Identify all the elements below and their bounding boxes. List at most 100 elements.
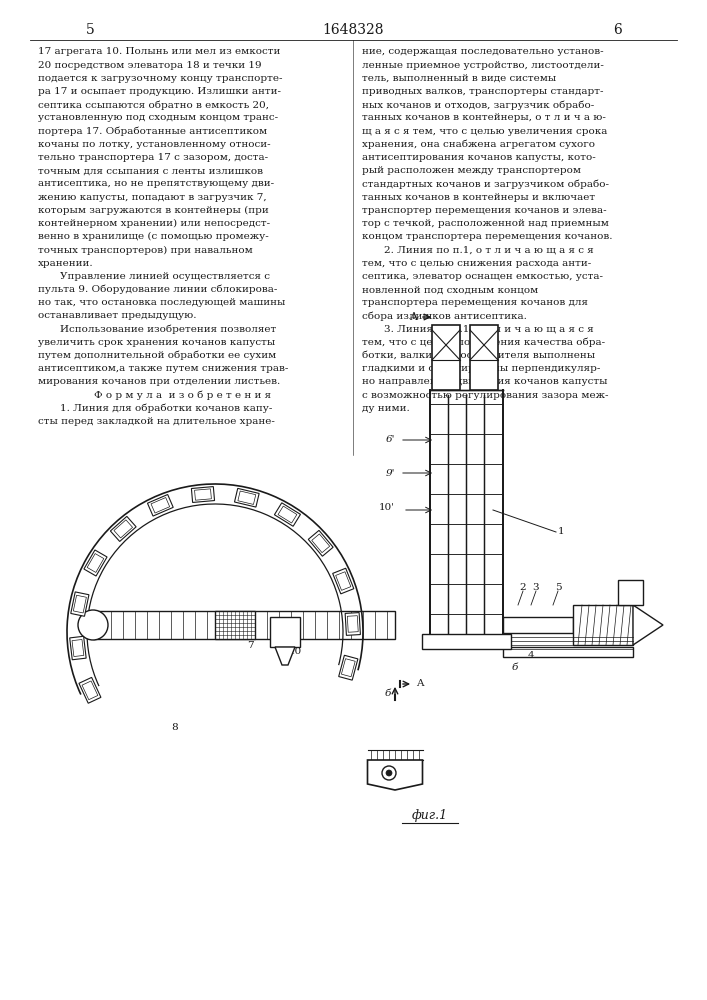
Text: рый расположен между транспортером: рый расположен между транспортером (362, 166, 581, 175)
Circle shape (382, 766, 396, 780)
Text: 6': 6' (385, 436, 395, 444)
Bar (87, 554, 104, 572)
Text: ных кочанов и отходов, загрузчик обрабо-: ных кочанов и отходов, загрузчик обрабо- (362, 100, 595, 110)
Text: Управление линией осуществляется с: Управление линией осуществляется с (60, 272, 270, 281)
Bar (618, 580, 643, 605)
Text: фиг.1: фиг.1 (412, 808, 448, 822)
Text: 10: 10 (288, 647, 302, 656)
Bar (341, 659, 355, 677)
Text: ду ними.: ду ними. (362, 404, 410, 413)
Bar (71, 592, 89, 616)
Text: ботки, валки листоотделителя выполнены: ботки, валки листоотделителя выполнены (362, 351, 595, 360)
Bar (278, 506, 297, 523)
Text: которым загружаются в контейнеры (при: которым загружаются в контейнеры (при (38, 206, 269, 215)
Text: 5: 5 (86, 23, 94, 37)
Bar (312, 534, 329, 553)
Text: A: A (409, 312, 417, 322)
Bar (573, 605, 633, 645)
Text: точных транспортеров) при навальном: точных транспортеров) при навальном (38, 245, 252, 255)
Bar (194, 489, 211, 500)
Bar (110, 516, 136, 541)
Bar (308, 530, 333, 556)
Text: контейнерном хранении) или непосредст-: контейнерном хранении) или непосредст- (38, 219, 270, 228)
Bar (431, 391, 502, 638)
Text: 3: 3 (532, 582, 539, 591)
Circle shape (386, 770, 392, 776)
Bar (333, 568, 354, 594)
Text: хранения, она снабжена агрегатом сухого: хранения, она снабжена агрегатом сухого (362, 140, 595, 149)
Bar (345, 613, 361, 635)
Bar (148, 495, 173, 516)
Text: сбора излишков антисептика.: сбора излишков антисептика. (362, 311, 527, 321)
Text: но так, что остановка последующей машины: но так, что остановка последующей машины (38, 298, 286, 307)
Bar (151, 498, 170, 513)
Bar (74, 595, 86, 613)
Bar (72, 639, 84, 657)
Text: кочаны по лотку, установленному относи-: кочаны по лотку, установленному относи- (38, 140, 271, 149)
Bar (192, 487, 214, 502)
Text: хранении.: хранении. (38, 259, 93, 268)
Polygon shape (275, 647, 295, 665)
Text: септика ссыпаются обратно в емкость 20,: септика ссыпаются обратно в емкость 20, (38, 100, 269, 110)
Bar (114, 520, 132, 538)
Text: ленные приемное устройство, листоотдели-: ленные приемное устройство, листоотдели- (362, 61, 604, 70)
Text: увеличить срок хранения кочанов капусты: увеличить срок хранения кочанов капусты (38, 338, 275, 347)
Text: венно в хранилище (с помощью промежу-: венно в хранилище (с помощью промежу- (38, 232, 269, 241)
Polygon shape (368, 760, 423, 790)
Text: Использование изобретения позволяет: Использование изобретения позволяет (60, 324, 276, 334)
Text: подается к загрузочному концу транспорте-: подается к загрузочному концу транспорте… (38, 74, 283, 83)
Text: 9': 9' (385, 468, 395, 478)
Text: септика, элеватор оснащен емкостью, уста-: септика, элеватор оснащен емкостью, уста… (362, 272, 603, 281)
Text: тель, выполненный в виде системы: тель, выполненный в виде системы (362, 74, 556, 83)
Text: 20 посредством элеватора 18 и течки 19: 20 посредством элеватора 18 и течки 19 (38, 61, 262, 70)
Text: 1. Линия для обработки кочанов капу-: 1. Линия для обработки кочанов капу- (60, 404, 272, 413)
Bar (82, 681, 98, 700)
Text: установленную под сходным концом транс-: установленную под сходным концом транс- (38, 113, 278, 122)
Text: тельно транспортера 17 с зазором, доста-: тельно транспортера 17 с зазором, доста- (38, 153, 268, 162)
Text: Ф о р м у л а  и з о б р е т е н и я: Ф о р м у л а и з о б р е т е н и я (95, 390, 271, 400)
Text: 3. Линия по п.1, о т л и ч а ю щ а я с я: 3. Линия по п.1, о т л и ч а ю щ а я с я (384, 325, 594, 334)
Polygon shape (633, 605, 663, 645)
Bar (70, 636, 86, 660)
Text: 8: 8 (172, 724, 178, 732)
Text: портера 17. Обработанные антисептиком: портера 17. Обработанные антисептиком (38, 126, 267, 136)
Text: антисептиком,а также путем снижения трав-: антисептиком,а также путем снижения трав… (38, 364, 288, 373)
Text: 17 агрегата 10. Полынь или мел из емкости: 17 агрегата 10. Полынь или мел из емкост… (38, 47, 281, 56)
Text: 9: 9 (413, 768, 420, 778)
Bar (270, 617, 300, 647)
Text: 4: 4 (527, 650, 534, 660)
Text: останавливает предыдущую.: останавливает предыдущую. (38, 312, 197, 320)
Text: с возможностью регулирования зазора меж-: с возможностью регулирования зазора меж- (362, 391, 609, 400)
Bar (470, 325, 498, 390)
Text: сты перед закладкой на длительное хране-: сты перед закладкой на длительное хране- (38, 417, 275, 426)
Text: мирования кочанов при отделении листьев.: мирования кочанов при отделении листьев. (38, 377, 280, 386)
Text: 2. Линия по п.1, о т л и ч а ю щ а я с я: 2. Линия по п.1, о т л и ч а ю щ а я с я (384, 245, 594, 254)
Text: стандартных кочанов и загрузчиком обрабо-: стандартных кочанов и загрузчиком обрабо… (362, 179, 609, 189)
Text: 1648328: 1648328 (322, 23, 384, 37)
Text: гладкими и смонтированы перпендикуляр-: гладкими и смонтированы перпендикуляр- (362, 364, 600, 373)
Text: транспортер перемещения кочанов и элева-: транспортер перемещения кочанов и элева- (362, 206, 607, 215)
Text: 10': 10' (379, 502, 395, 512)
Text: транспортера перемещения кочанов для: транспортера перемещения кочанов для (362, 298, 588, 307)
Text: тем, что с целью снижения расхода анти-: тем, что с целью снижения расхода анти- (362, 259, 591, 268)
Bar (274, 503, 300, 526)
Text: тем, что с целью повышения качества обра-: тем, что с целью повышения качества обра… (362, 338, 605, 347)
Bar (347, 616, 358, 632)
Text: ние, содержащая последовательно установ-: ние, содержащая последовательно установ- (362, 47, 604, 56)
Text: 1: 1 (558, 528, 565, 536)
Text: но направлению движения кочанов капусты: но направлению движения кочанов капусты (362, 377, 607, 386)
Text: антисептирования кочанов капусты, кото-: антисептирования кочанов капусты, кото- (362, 153, 596, 162)
Bar (238, 491, 256, 504)
Bar (93, 611, 395, 639)
Text: 2: 2 (520, 582, 526, 591)
Text: ра 17 и осыпает продукцию. Излишки анти-: ра 17 и осыпает продукцию. Излишки анти- (38, 87, 281, 96)
Text: 6: 6 (613, 23, 621, 37)
Text: точным для ссыпания с ленты излишков: точным для ссыпания с ленты излишков (38, 166, 263, 175)
Text: 7: 7 (247, 642, 253, 650)
Bar (79, 677, 101, 703)
Bar (215, 611, 255, 639)
Text: A: A (416, 680, 423, 688)
Text: пульта 9. Оборудование линии сблокирова-: пульта 9. Оборудование линии сблокирова- (38, 285, 277, 294)
Text: тор с течкой, расположенной над приемным: тор с течкой, расположенной над приемным (362, 219, 609, 228)
Bar (432, 325, 460, 390)
